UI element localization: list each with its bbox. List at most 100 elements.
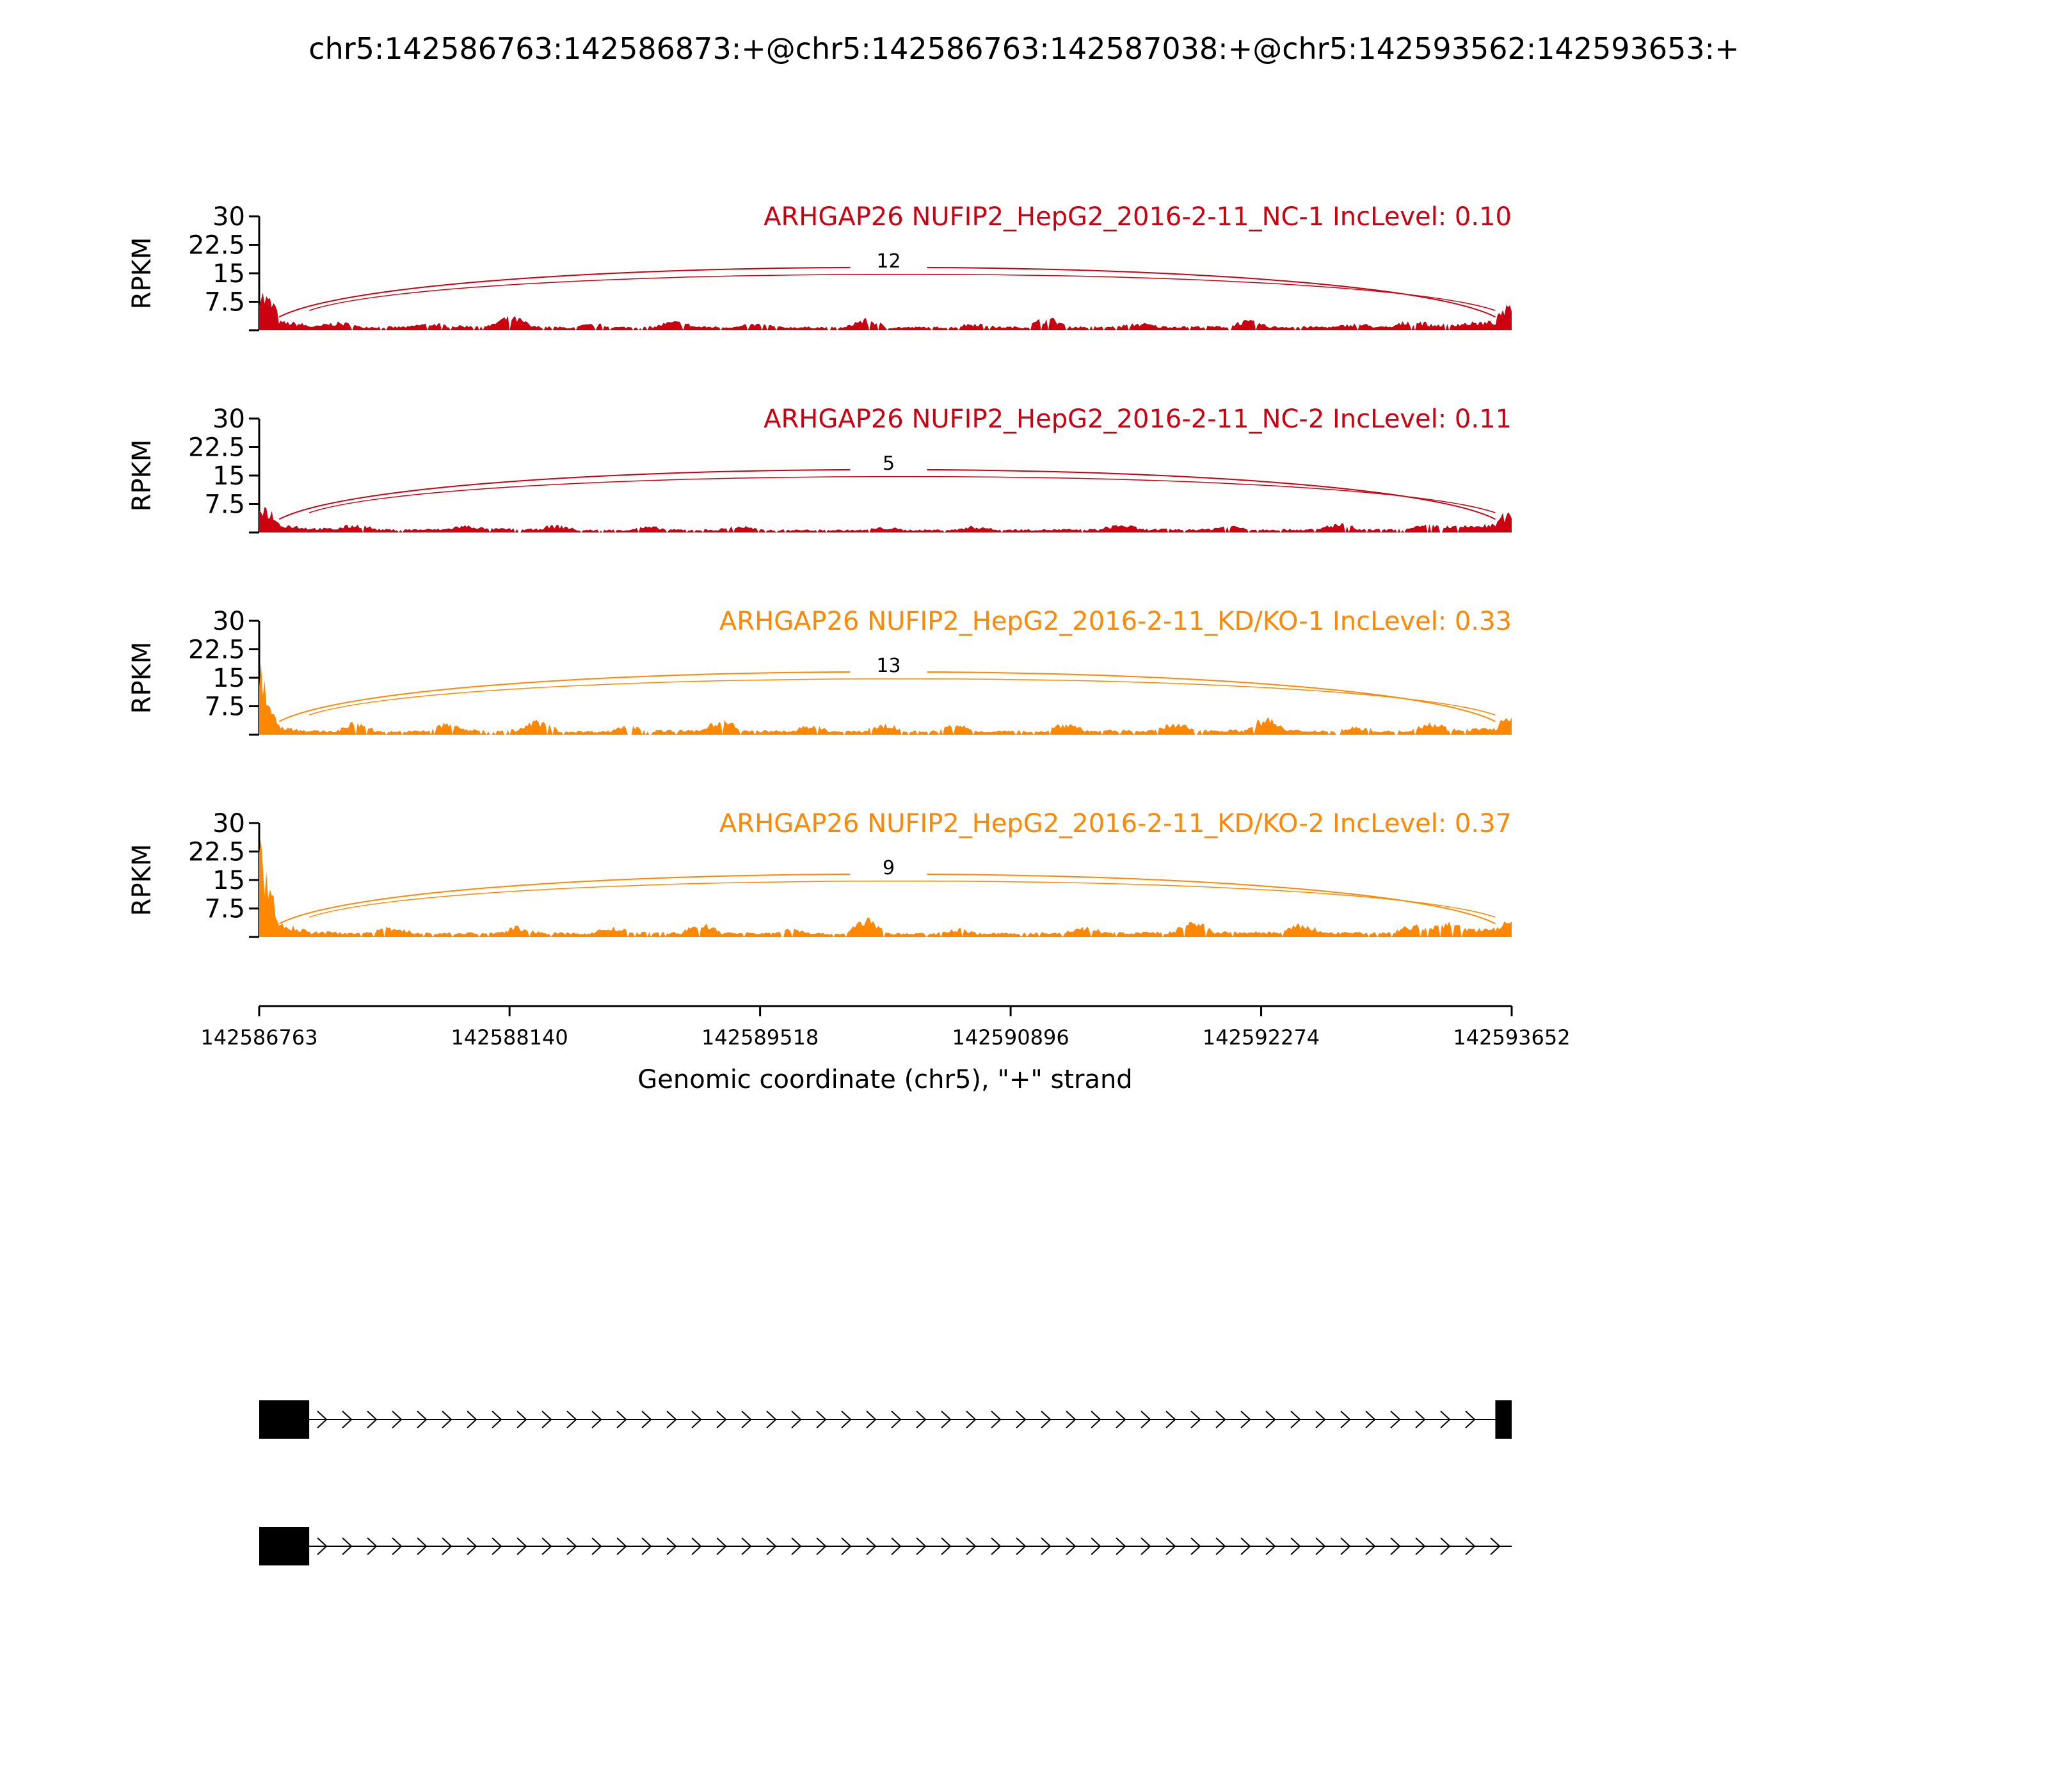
strand-arrow [1116, 1537, 1126, 1555]
junction-count-bg [850, 447, 927, 476]
junction-arc [308, 273, 1496, 311]
y-tick-label: 22.5 [188, 636, 245, 665]
strand-arrow [1140, 1537, 1151, 1555]
strand-arrow [392, 1537, 403, 1555]
strand-arrow [566, 1411, 577, 1428]
strand-arrow [516, 1537, 527, 1555]
strand-arrow [342, 1411, 353, 1428]
track-label: ARHGAP26 NUFIP2_HepG2_2016-2-11_KD/KO-2 … [719, 809, 1512, 838]
strand-arrow [1390, 1411, 1401, 1428]
strand-arrow [941, 1537, 952, 1555]
junction-count: 9 [883, 857, 895, 879]
track-label: ARHGAP26 NUFIP2_HepG2_2016-2-11_NC-2 Inc… [764, 404, 1512, 434]
strand-arrow [591, 1411, 602, 1428]
strand-arrow [916, 1411, 927, 1428]
gene-model-1 [259, 1400, 1512, 1439]
strand-arrow [1440, 1537, 1451, 1555]
strand-arrow [1066, 1411, 1076, 1428]
strand-arrow [467, 1537, 477, 1555]
strand-arrow [691, 1537, 702, 1555]
y-tick-label: 7.5 [204, 692, 245, 722]
strand-arrow [616, 1537, 627, 1555]
strand-arrow [1340, 1537, 1351, 1555]
strand-arrow [741, 1411, 752, 1428]
strand-arrow [591, 1537, 602, 1555]
strand-arrow [791, 1411, 802, 1428]
strand-arrow [791, 1537, 802, 1555]
strand-arrow [1190, 1537, 1201, 1555]
x-axis: 142586763 142588140 142589518 142590896 1425… [200, 1005, 1571, 1050]
y-tick-label: 30 [212, 607, 245, 636]
strand-arrow [1340, 1411, 1351, 1428]
strand-arrow [1290, 1537, 1301, 1555]
strand-arrow [841, 1537, 852, 1555]
junction-count-bg [850, 650, 927, 678]
y-axis-label: RPKM [127, 440, 157, 512]
strand-arrow [516, 1411, 527, 1428]
strand-arrow [1465, 1411, 1476, 1428]
strand-arrow [641, 1411, 652, 1428]
strand-arrow [866, 1411, 877, 1428]
junction-count: 5 [883, 452, 895, 475]
strand-arrow [1365, 1411, 1376, 1428]
strand-arrow [616, 1411, 627, 1428]
strand-arrow [1240, 1411, 1251, 1428]
strand-arrow [566, 1537, 577, 1555]
strand-arrow [1016, 1411, 1027, 1428]
strand-arrow [1265, 1411, 1276, 1428]
strand-arrow [317, 1537, 328, 1555]
strand-arrow [991, 1411, 1002, 1428]
junction-count: 13 [876, 655, 900, 677]
track-label: ARHGAP26 NUFIP2_HepG2_2016-2-11_NC-1 Inc… [764, 202, 1512, 232]
strand-arrow [966, 1537, 977, 1555]
strand-arrow [492, 1411, 502, 1428]
strand-arrow [1016, 1537, 1027, 1555]
y-tick-label: 30 [212, 404, 245, 434]
gene-models [259, 1400, 1512, 1565]
figure-title: chr5:142586763:142586873:+@chr5:14258676… [308, 31, 1739, 66]
track-label: ARHGAP26 NUFIP2_HepG2_2016-2-11_KD/KO-1 … [719, 607, 1512, 636]
x-axis-label: Genomic coordinate (chr5), "+" strand [637, 1065, 1132, 1094]
y-tick-label: 22.5 [188, 231, 245, 260]
strand-arrow [1315, 1411, 1326, 1428]
x-tick-label: 142589518 [701, 1025, 819, 1050]
strand-arrow [741, 1537, 752, 1555]
strand-arrow [1165, 1537, 1176, 1555]
strand-arrow [367, 1537, 378, 1555]
strand-arrow [541, 1411, 552, 1428]
junction-count-bg [850, 245, 927, 274]
strand-arrow [891, 1411, 902, 1428]
strand-arrow [816, 1537, 827, 1555]
strand-arrow [1091, 1537, 1101, 1555]
strand-arrow [766, 1411, 777, 1428]
y-tick-label: 30 [212, 202, 245, 232]
strand-arrow [317, 1411, 328, 1428]
strand-arrow [442, 1537, 452, 1555]
strand-arrow [417, 1537, 428, 1555]
strand-arrow [1116, 1411, 1126, 1428]
strand-arrow [1265, 1537, 1276, 1555]
strand-arrow [1365, 1537, 1376, 1555]
x-tick-label: 142590896 [952, 1025, 1069, 1050]
strand-arrow [1490, 1537, 1501, 1555]
strand-arrow [1390, 1537, 1401, 1555]
strand-arrow [1240, 1537, 1251, 1555]
exon-block [259, 1400, 310, 1439]
y-tick-label: 15 [212, 664, 245, 693]
junction-count-bg [850, 852, 927, 881]
strand-arrow [1091, 1411, 1101, 1428]
strand-arrow [342, 1537, 353, 1555]
strand-arrow [1215, 1537, 1226, 1555]
strand-arrow [991, 1537, 1002, 1555]
strand-arrow [916, 1537, 927, 1555]
strand-arrow [1415, 1537, 1426, 1555]
strand-arrow [866, 1537, 877, 1555]
x-tick-label: 142592274 [1203, 1025, 1320, 1050]
strand-arrow [1465, 1537, 1476, 1555]
